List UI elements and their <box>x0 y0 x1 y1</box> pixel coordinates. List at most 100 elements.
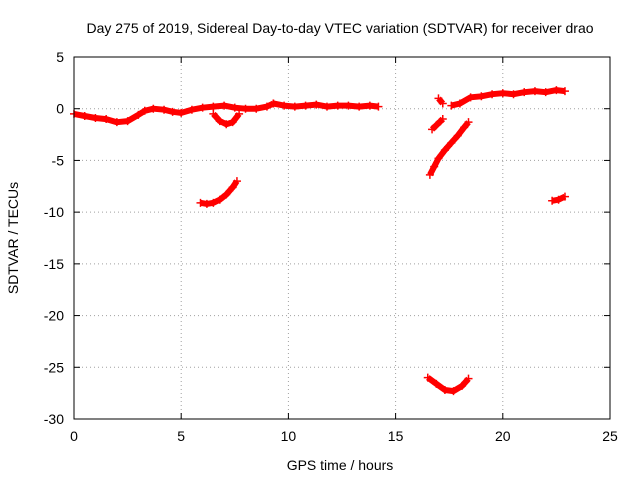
data-point <box>374 102 383 111</box>
data-point <box>222 190 231 199</box>
data-point <box>290 102 299 111</box>
data-point <box>322 102 331 111</box>
data-point <box>560 192 569 201</box>
data-point <box>301 101 310 110</box>
data-point <box>220 101 229 110</box>
data-point <box>477 92 486 101</box>
series-band-17.6-to-22.9h <box>447 86 569 110</box>
series-main-band-early <box>70 99 278 127</box>
data-point <box>134 110 143 119</box>
data-point <box>520 88 529 97</box>
data-point <box>438 115 447 124</box>
data-point <box>177 108 186 117</box>
data-point <box>434 154 443 163</box>
x-tick-label: 5 <box>177 428 185 444</box>
data-point <box>215 117 224 126</box>
data-point <box>209 102 218 111</box>
data-point <box>202 199 211 208</box>
data-point <box>430 162 439 171</box>
data-point <box>235 109 244 118</box>
data-point <box>440 386 449 395</box>
data-point <box>230 103 239 112</box>
y-axis-label: SDTVAR / TECUs <box>5 182 21 294</box>
data-point <box>428 125 437 134</box>
data-point <box>548 196 557 205</box>
data-point <box>554 195 563 204</box>
data-point <box>530 87 539 96</box>
data-point <box>228 118 237 127</box>
data-point <box>80 111 89 120</box>
data-point <box>262 102 271 111</box>
data-point <box>447 101 456 110</box>
data-point <box>464 374 473 383</box>
data-point <box>102 115 111 124</box>
series-blip-17.1h <box>434 94 447 108</box>
data-point <box>560 87 569 96</box>
data-point <box>440 146 449 155</box>
data-point <box>425 170 434 179</box>
series-group <box>70 86 569 396</box>
series-dip-near-7h <box>209 109 244 129</box>
data-point <box>365 101 374 110</box>
data-point <box>464 118 473 127</box>
data-point <box>198 103 207 112</box>
data-point <box>423 373 432 382</box>
data-point <box>269 99 278 108</box>
data-point <box>460 123 469 132</box>
series-line <box>429 116 445 132</box>
y-tick-label: -15 <box>44 256 64 272</box>
ticks: 0 5 10 15 20 25 5 0 -5 -10 -15 -20 -25 -30 <box>44 49 618 444</box>
series-blip-22.5h <box>548 192 569 205</box>
data-point <box>455 99 464 108</box>
data-point <box>252 104 261 113</box>
series-arc-6-to-7.5h <box>196 177 241 208</box>
data-point <box>241 104 250 113</box>
data-point <box>434 94 443 103</box>
data-point <box>209 109 218 118</box>
data-point <box>112 118 121 127</box>
data-point <box>432 379 441 388</box>
data-point <box>447 138 456 147</box>
series-arc-16.5-to-18.4h <box>423 373 473 396</box>
data-point <box>344 101 353 110</box>
data-point <box>438 99 447 108</box>
data-point <box>541 88 550 97</box>
data-point <box>312 100 321 109</box>
data-point <box>160 105 169 114</box>
chart-title: Day 275 of 2019, Sidereal Day-to-day VTE… <box>86 20 593 36</box>
data-point <box>168 107 177 116</box>
y-tick-label: -5 <box>52 152 65 168</box>
y-tick-label: -10 <box>44 204 64 220</box>
data-point <box>453 131 462 140</box>
data-point <box>280 101 289 110</box>
y-tick-label: -20 <box>44 308 64 324</box>
data-point <box>91 114 100 123</box>
data-point <box>333 101 342 110</box>
data-point <box>215 195 224 204</box>
data-point <box>196 198 205 207</box>
y-tick-label: 0 <box>56 101 64 117</box>
x-tick-label: 0 <box>70 428 78 444</box>
data-point <box>488 90 497 99</box>
data-point <box>355 102 364 111</box>
x-tick-label: 10 <box>281 428 297 444</box>
data-point <box>140 106 149 115</box>
series-arc-16.7-to-17.2h <box>428 115 447 134</box>
data-point <box>449 387 458 396</box>
x-tick-label: 20 <box>495 428 511 444</box>
data-point <box>466 93 475 102</box>
y-tick-label: -25 <box>44 359 64 375</box>
plot-frame <box>73 56 611 420</box>
data-point <box>458 381 467 390</box>
data-point <box>498 89 507 98</box>
data-point <box>232 177 241 186</box>
data-point <box>552 86 561 95</box>
data-point <box>123 117 132 126</box>
data-point <box>187 105 196 114</box>
series-line <box>426 375 471 395</box>
data-point <box>509 90 518 99</box>
x-tick-label: 25 <box>602 428 618 444</box>
x-tick-label: 15 <box>388 428 404 444</box>
